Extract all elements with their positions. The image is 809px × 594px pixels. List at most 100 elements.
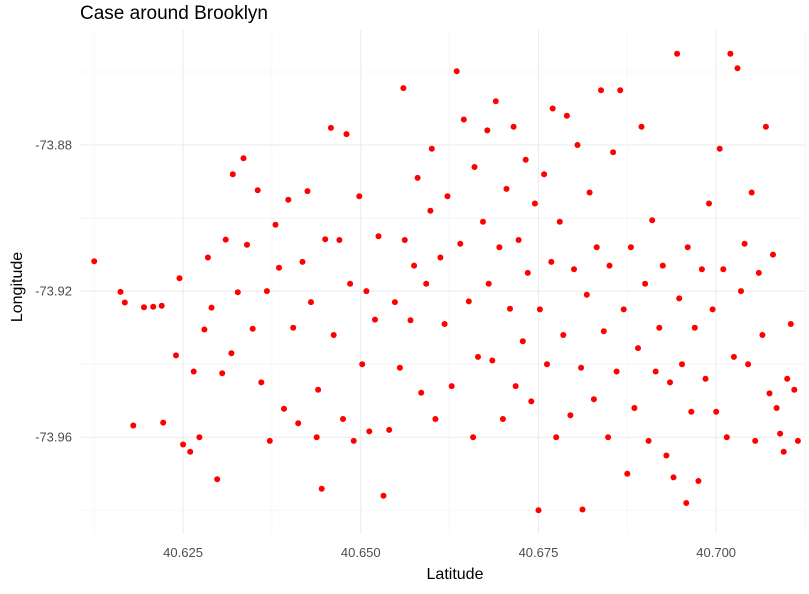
data-point: [372, 316, 378, 323]
data-point: [730, 353, 737, 360]
data-point: [457, 240, 464, 247]
data-point: [683, 500, 690, 506]
x-tick-label: 40.650: [341, 545, 381, 560]
data-point: [437, 254, 444, 261]
major-gridlines: [80, 30, 805, 534]
data-point: [330, 332, 337, 338]
y-tick-label: -73.88: [35, 138, 72, 153]
data-point: [544, 361, 550, 368]
data-point: [375, 233, 382, 240]
data-point: [738, 288, 744, 295]
data-point: [407, 317, 414, 324]
data-point: [624, 470, 631, 477]
data-point: [713, 408, 720, 415]
data-point: [299, 258, 306, 265]
data-point: [229, 171, 236, 178]
data-point: [432, 416, 439, 422]
data-point: [401, 237, 408, 243]
data-point: [318, 485, 325, 492]
data-point: [480, 218, 486, 225]
data-point: [755, 269, 762, 276]
data-point: [475, 353, 481, 360]
data-point: [600, 328, 607, 335]
data-point: [679, 361, 685, 368]
data-point: [583, 291, 590, 298]
data-point: [777, 430, 784, 437]
data-point: [150, 303, 157, 310]
data-point: [522, 156, 529, 163]
data-point: [593, 244, 600, 251]
data-point: [444, 193, 451, 200]
data-point: [503, 185, 510, 192]
data-point: [656, 324, 663, 331]
data-point: [492, 98, 499, 105]
data-point: [418, 389, 425, 396]
data-point: [359, 361, 366, 368]
data-point: [327, 124, 334, 131]
data-point: [549, 105, 556, 112]
data-point: [180, 441, 187, 448]
data-point: [141, 304, 147, 311]
data-point: [734, 65, 741, 72]
data-point: [674, 50, 681, 57]
data-point: [794, 437, 801, 444]
data-point: [448, 383, 455, 390]
minor-gridlines: [80, 30, 806, 534]
data-point: [627, 244, 634, 251]
data-point: [187, 448, 194, 455]
data-point: [695, 478, 702, 484]
data-point: [617, 87, 624, 94]
data-point: [638, 123, 645, 130]
data-point: [528, 398, 535, 405]
data-point: [130, 422, 137, 429]
data-point: [762, 123, 769, 130]
data-point: [745, 361, 752, 368]
data-point: [649, 217, 656, 224]
data-point: [571, 266, 577, 273]
data-point: [386, 426, 393, 433]
data-point: [219, 370, 226, 377]
x-tick-label: 40.625: [163, 545, 203, 560]
data-point: [304, 188, 311, 195]
data-point: [659, 262, 666, 269]
data-point: [536, 306, 543, 313]
data-point: [336, 237, 343, 243]
data-point: [610, 149, 617, 156]
data-point: [347, 280, 354, 287]
data-point: [290, 324, 297, 331]
data-point: [340, 416, 346, 422]
data-point: [427, 207, 434, 214]
data-point: [652, 368, 659, 375]
data-point: [784, 375, 791, 382]
data-point: [343, 131, 350, 138]
data-point: [631, 405, 638, 411]
data-point: [590, 396, 597, 403]
x-axis-title: Latitude: [427, 566, 484, 583]
data-point: [308, 299, 314, 306]
data-point: [787, 321, 794, 327]
data-point: [453, 68, 460, 75]
data-point: [586, 189, 593, 196]
data-point: [380, 492, 387, 499]
data-point: [201, 326, 208, 333]
data-point: [791, 386, 798, 393]
data-point: [556, 218, 563, 225]
data-point: [563, 112, 570, 119]
data-point: [748, 189, 755, 196]
data-point: [160, 419, 167, 426]
data-point: [507, 305, 513, 312]
data-point: [234, 289, 241, 296]
data-point: [295, 420, 302, 427]
data-point: [363, 288, 370, 295]
data-point: [423, 280, 430, 287]
x-tick-label: 40.700: [696, 545, 736, 560]
data-point: [645, 437, 652, 444]
data-point: [485, 280, 492, 287]
data-point: [524, 269, 531, 276]
data-point: [613, 368, 620, 375]
data-point: [441, 321, 448, 327]
data-point: [706, 200, 712, 207]
data-point: [258, 379, 265, 386]
data-point: [759, 332, 766, 338]
data-point: [266, 437, 273, 444]
